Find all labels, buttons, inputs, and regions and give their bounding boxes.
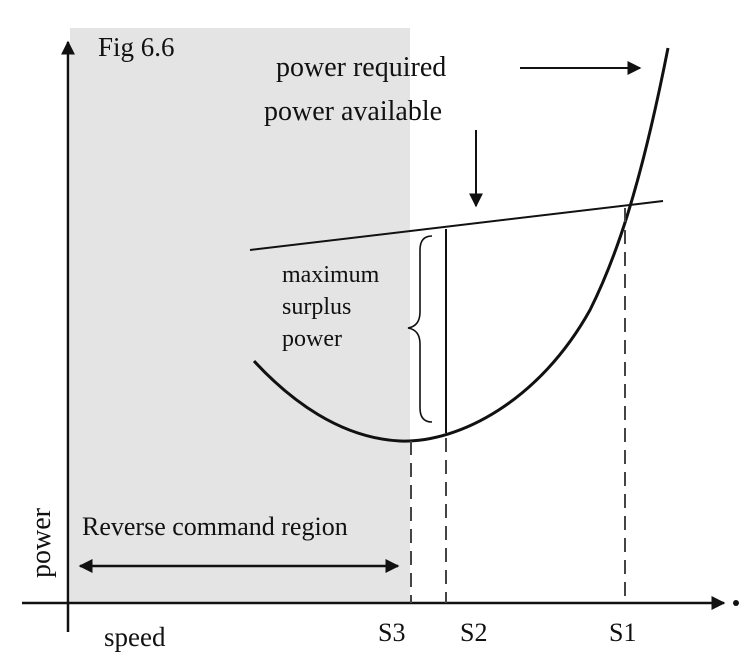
surplus-label-line3: power (282, 326, 342, 352)
surplus-label-line2: surplus (282, 294, 351, 320)
power-required-label: power required (276, 52, 446, 83)
reverse-command-region-shade (70, 28, 410, 603)
power-available-label: power available (264, 96, 442, 127)
reverse-region-label: Reverse command region (82, 512, 348, 541)
x-axis-end-dot (733, 600, 739, 606)
x-axis-label: speed (104, 622, 166, 652)
figure-label: Fig 6.6 (98, 32, 175, 62)
s2-label: S2 (460, 618, 487, 647)
power-required-curve (252, 47, 670, 443)
y-axis-label: power (26, 507, 57, 578)
surplus-brace (407, 235, 433, 423)
s1-label: S1 (609, 618, 636, 647)
power-available-curve (249, 200, 664, 251)
surplus-label-line1: maximum (282, 262, 380, 288)
s3-label: S3 (378, 618, 405, 647)
